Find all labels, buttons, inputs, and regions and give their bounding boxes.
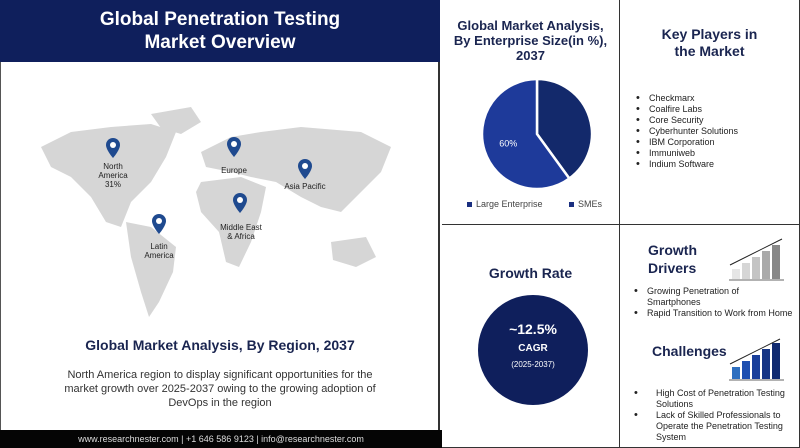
list-item: Coalfire Labs <box>636 104 738 115</box>
list-item: Cyberhunter Solutions <box>636 126 738 137</box>
map-pin-middle-east-africa-icon[interactable] <box>233 193 247 213</box>
pie-slice-smes <box>535 77 594 181</box>
cagr-label: CAGR <box>518 343 548 354</box>
cagr-value: ~12.5% <box>509 321 557 337</box>
growth-rate-title: Growth Rate <box>488 265 573 281</box>
map-pin-north-america-icon[interactable] <box>106 138 120 158</box>
region-description: North America region to display signific… <box>64 369 376 409</box>
map-label-middle-east-africa: Middle East & Africa <box>220 223 262 241</box>
list-item: Core Security <box>636 115 738 126</box>
map-label-north-america: North America 31% <box>98 162 128 189</box>
pie-data-label: 60% <box>499 138 517 148</box>
growth-drivers-title: Growth Drivers <box>648 242 697 276</box>
pie-title: Global Market Analysis, By Enterprise Si… <box>453 18 608 63</box>
legend-large-enterprise: Large Enterprise <box>467 199 543 209</box>
challenges-chart-icon <box>729 338 784 381</box>
list-item: Checkmarx <box>636 93 738 104</box>
growth-drivers-list: Growing Penetration of SmartphonesRapid … <box>634 286 794 319</box>
legend-smes: SMEs <box>569 199 602 209</box>
map-pin-latin-america-icon[interactable] <box>152 214 166 234</box>
list-item: Immuniweb <box>636 148 738 159</box>
enterprise-size-panel: Global Market Analysis, By Enterprise Si… <box>442 0 620 225</box>
pie-chart: 60% <box>480 77 594 189</box>
key-players-title: Key Players in the Market <box>661 26 758 59</box>
cagr-circle: ~12.5% CAGR (2025-2037) <box>478 295 588 405</box>
pie-slice-large-enterprise <box>480 77 572 189</box>
footer-contact: www.researchnester.com | +1 646 586 9123… <box>0 430 442 448</box>
challenges-list: High Cost of Penetration Testing Solutio… <box>634 388 794 443</box>
growth-chart-icon <box>729 238 784 281</box>
growth-rate-panel: Growth Rate ~12.5% CAGR (2025-2037) <box>442 225 620 448</box>
world-map <box>41 107 391 317</box>
list-item: IBM Corporation <box>636 137 738 148</box>
cagr-period: (2025-2037) <box>511 360 555 369</box>
list-item: Rapid Transition to Work from Home <box>634 308 794 319</box>
key-players-list: CheckmarxCoalfire LabsCore SecurityCyber… <box>636 93 738 170</box>
region-panel: North America 31% Europe Asia Pacific Midd… <box>0 62 440 430</box>
list-item: Lack of Skilled Professionals to Operate… <box>634 410 794 443</box>
list-item: Growing Penetration of Smartphones <box>634 286 794 308</box>
map-label-latin-america: Latin America <box>144 242 174 260</box>
map-label-asia-pacific: Asia Pacific <box>284 182 326 191</box>
page-title: Global Penetration Testing Market Overvi… <box>99 9 341 53</box>
challenges-title: Challenges <box>652 343 727 359</box>
page-header: Global Penetration Testing Market Overvi… <box>0 0 440 62</box>
list-item: High Cost of Penetration Testing Solutio… <box>634 388 794 410</box>
map-pin-europe-icon[interactable] <box>227 137 241 157</box>
legend-swatch <box>467 202 472 208</box>
map-pin-asia-pacific-icon[interactable] <box>298 159 312 179</box>
list-item: Indium Software <box>636 159 738 170</box>
region-title: Global Market Analysis, By Region, 2037 <box>85 337 355 353</box>
map-label-europe: Europe <box>221 166 247 175</box>
legend-swatch <box>569 202 574 208</box>
